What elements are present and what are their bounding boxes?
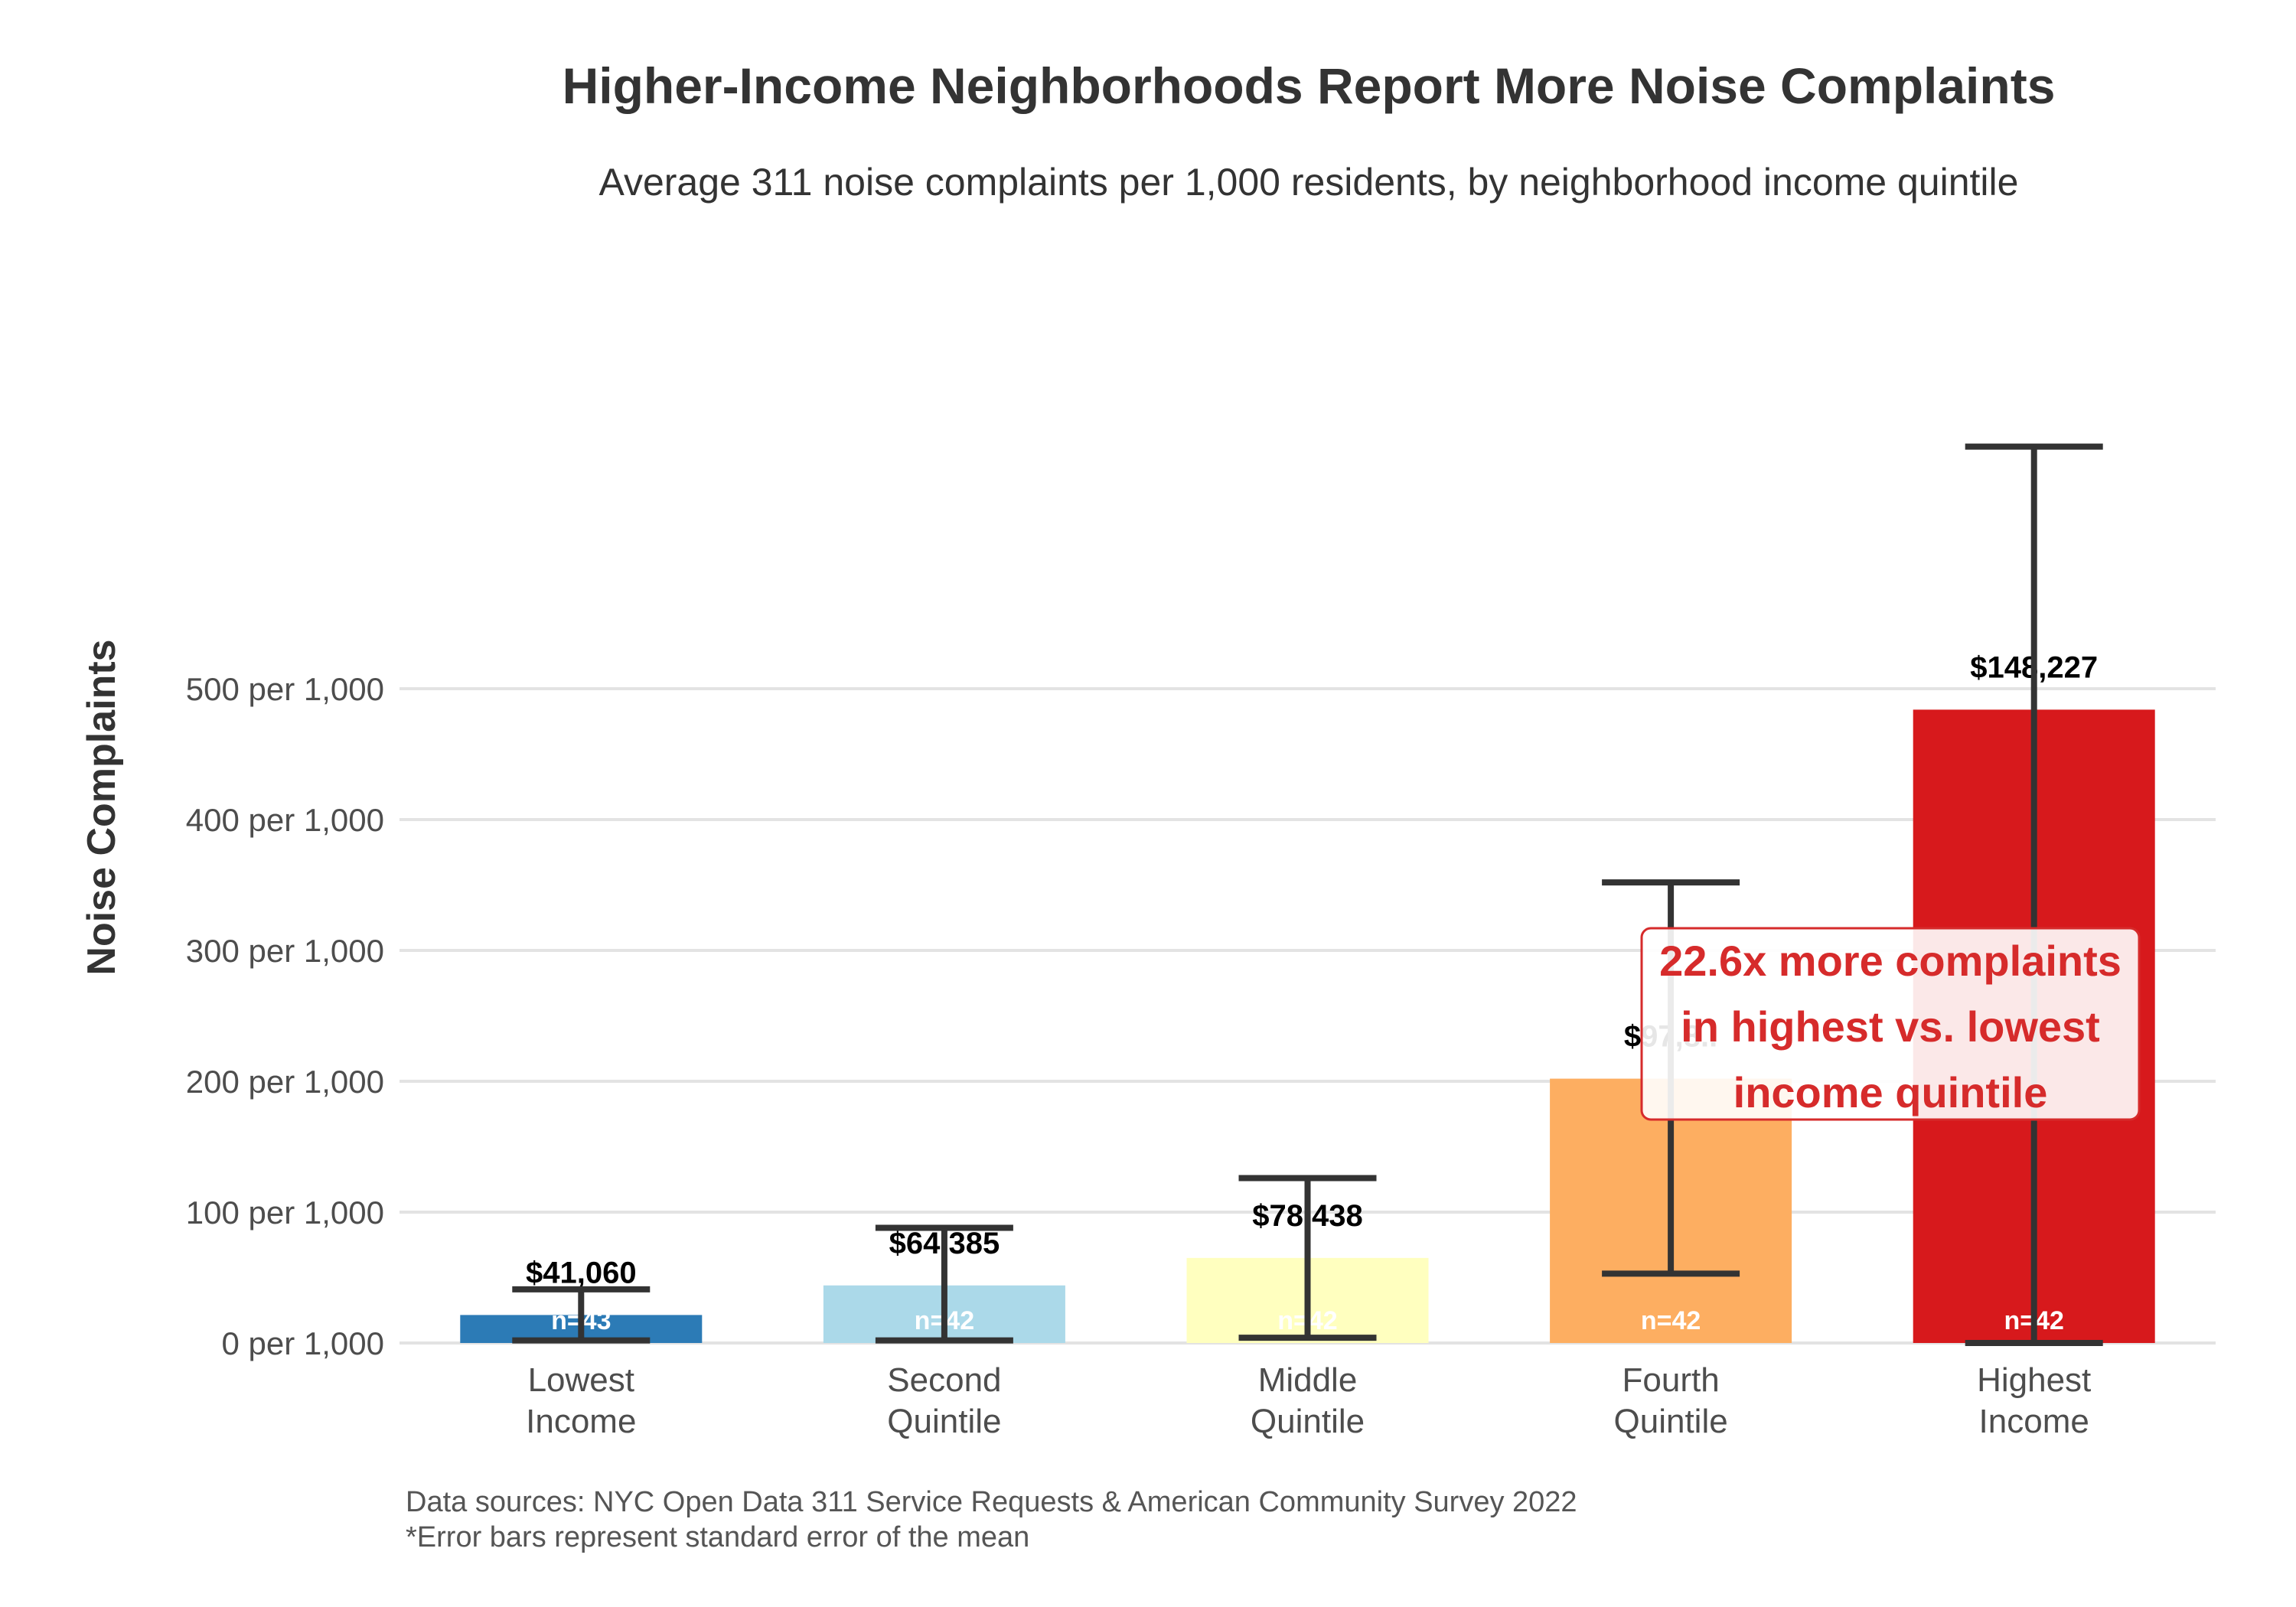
y-axis-label: Noise Complaints bbox=[80, 639, 124, 975]
chart-title: Higher-Income Neighborhoods Report More … bbox=[563, 57, 2056, 114]
annotation: 22.6x more complaints in highest vs. lowe… bbox=[1640, 927, 2141, 1121]
x-tick-label: Second bbox=[887, 1361, 1001, 1399]
x-tick-label: Highest bbox=[1977, 1361, 2091, 1399]
y-tick-label: 500 per 1,000 bbox=[186, 671, 384, 707]
y-tick-label: 0 per 1,000 bbox=[221, 1325, 384, 1361]
y-tick-label: 300 per 1,000 bbox=[186, 933, 384, 969]
error-bar bbox=[1965, 443, 2103, 1346]
y-tick-label: 400 per 1,000 bbox=[186, 802, 384, 838]
x-tick-label: Quintile bbox=[1614, 1403, 1728, 1440]
error-bars bbox=[512, 443, 2103, 1346]
x-tick-label: Income bbox=[1979, 1403, 2089, 1440]
source-text: *Error bars represent standard error of … bbox=[406, 1521, 1029, 1553]
x-tick-label: Quintile bbox=[1251, 1403, 1365, 1440]
x-tick-label: Middle bbox=[1258, 1361, 1358, 1399]
error-bar bbox=[875, 1224, 1013, 1344]
x-tick-label: Lowest bbox=[528, 1361, 634, 1399]
y-tick-label: 200 per 1,000 bbox=[186, 1064, 384, 1100]
y-tick-label: 100 per 1,000 bbox=[186, 1195, 384, 1231]
x-tick-label: Fourth bbox=[1623, 1361, 1720, 1399]
chart-subtitle: Average 311 noise complaints per 1,000 r… bbox=[599, 161, 2019, 204]
error-bar bbox=[512, 1286, 651, 1344]
x-axis-ticks: Lowest Income Second Quintile Middle Quintile… bbox=[526, 1361, 2091, 1440]
n-label: n=42 bbox=[1641, 1306, 1701, 1335]
annotation-text: income quintile bbox=[1733, 1068, 2048, 1116]
source-text: Data sources: NYC Open Data 311 Service … bbox=[406, 1486, 1577, 1518]
x-tick-label: Quintile bbox=[887, 1403, 1001, 1440]
annotation-text: in highest vs. lowest bbox=[1681, 1002, 2100, 1051]
income-label: $41,060 bbox=[526, 1256, 637, 1289]
annotation-box bbox=[1640, 927, 2141, 1121]
annotation-text: 22.6x more complaints bbox=[1659, 937, 2122, 985]
x-tick-label: Income bbox=[526, 1403, 636, 1440]
y-axis-ticks: 0 per 1,000 100 per 1,000 200 per 1,000 300… bbox=[186, 671, 384, 1361]
source-note: Data sources: NYC Open Data 311 Service … bbox=[406, 1486, 1577, 1553]
gridlines bbox=[400, 687, 2216, 1345]
error-bar bbox=[1238, 1175, 1377, 1341]
